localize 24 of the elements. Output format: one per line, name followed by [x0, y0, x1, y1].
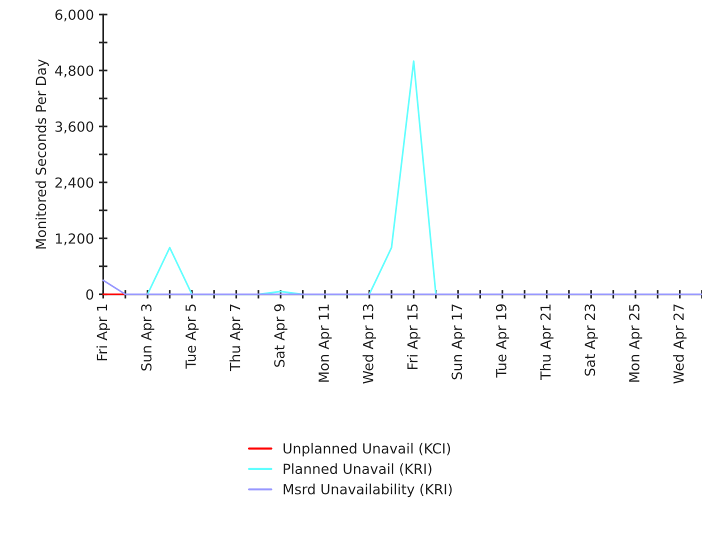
x-tick-label: Sat Apr 23 — [584, 304, 598, 376]
x-tick-label: Mon Apr 25 — [628, 304, 642, 382]
legend-label: Planned Unavail (KRI) — [284, 463, 432, 476]
y-tick-label: 3,600 — [55, 121, 94, 134]
x-tick-label: Mon Apr 11 — [318, 304, 332, 382]
legend-label: Msrd Unavailability (KRI) — [284, 484, 452, 498]
x-tick-label: Sun Apr 17 — [452, 304, 465, 380]
x-tick-label: Fri Apr 15 — [406, 304, 420, 370]
legend-label: Unplanned Unavail (KCI) — [284, 442, 450, 456]
y-tick-label: 0 — [86, 289, 94, 300]
x-tick-label: Thu Apr 21 — [540, 304, 554, 380]
x-tick-label: Thu Apr 7 — [230, 304, 243, 372]
y-tick-label: 6,000 — [55, 9, 94, 22]
y-axis-title: Monitored Seconds Per Day — [35, 59, 49, 249]
y-tick-label: 4,800 — [55, 65, 94, 78]
x-tick-label: Tue Apr 5 — [186, 304, 199, 369]
x-tick-label: Wed Apr 13 — [362, 304, 376, 384]
x-tick-label: Tue Apr 19 — [496, 304, 510, 378]
x-tick-label: Sun Apr 3 — [141, 304, 154, 371]
x-tick-label: Wed Apr 27 — [673, 304, 687, 384]
y-tick-label: 1,200 — [56, 233, 94, 246]
x-tick-label: Fri Apr 1 — [96, 304, 110, 360]
x-tick-label: Sat Apr 9 — [274, 304, 288, 367]
y-tick-label: 2,400 — [55, 177, 94, 190]
